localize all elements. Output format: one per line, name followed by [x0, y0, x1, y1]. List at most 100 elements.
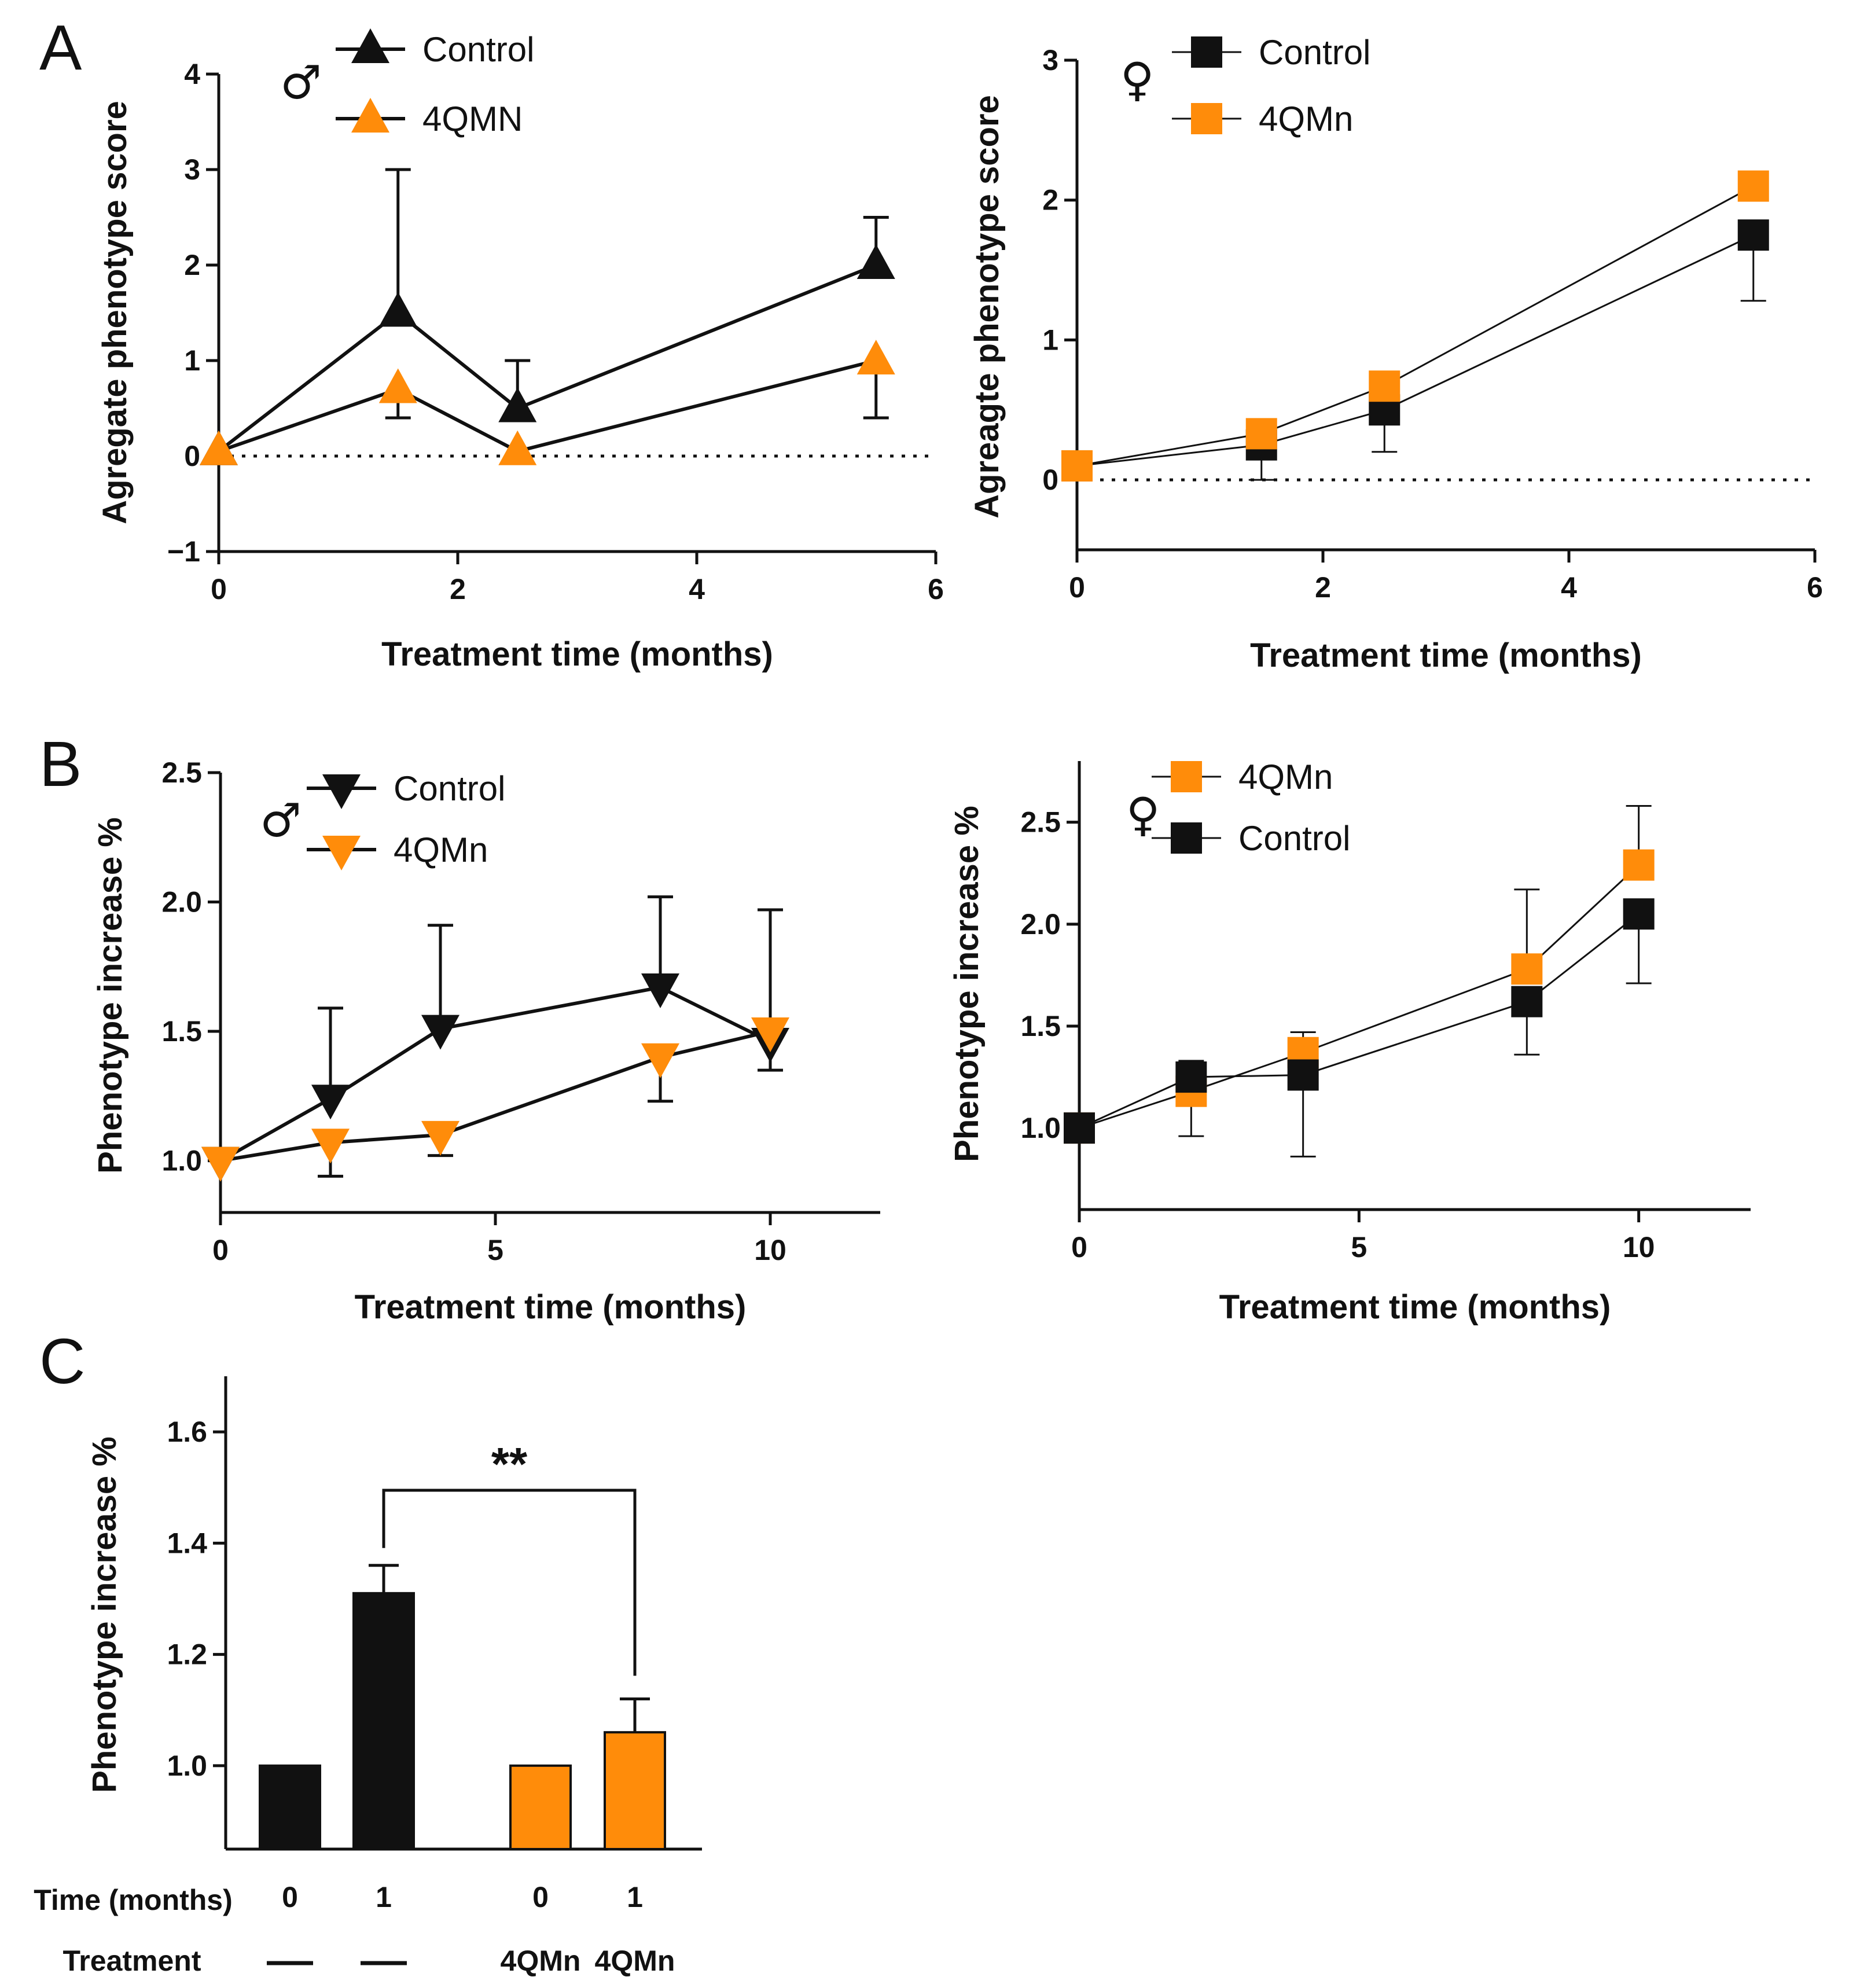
y-tick-label: 1.5 — [1020, 1010, 1061, 1042]
x-tick-label: 6 — [928, 573, 944, 605]
data-point — [1245, 418, 1277, 450]
x-tick-label: 2 — [450, 573, 466, 605]
legend-item-control: Control — [307, 769, 505, 809]
y-tick-label: 2.0 — [1020, 908, 1061, 940]
data-point — [1737, 170, 1769, 202]
legend-label: Control — [422, 30, 534, 69]
x-tick-label: 0 — [211, 573, 227, 605]
series-line — [219, 985, 771, 1163]
x-tick-label: 0 — [212, 1234, 229, 1266]
sex-symbol: ♀ — [1120, 53, 1155, 106]
y-tick-label: 1.2 — [167, 1638, 207, 1671]
legend-label: 4QMn — [1259, 100, 1353, 138]
chart-A_female: 0 1 2 3 0 2 4 6 Treatment time (months) Agreagte … — [968, 33, 1823, 674]
panel-label-b: B — [39, 729, 82, 800]
x-axis-label: Treatment time (months) — [1219, 1288, 1611, 1326]
treatment-label: 4QMn — [501, 1945, 581, 1977]
y-tick-label: 4 — [184, 58, 200, 90]
legend-label: 4QMn — [394, 831, 488, 869]
data-point — [421, 1120, 460, 1156]
x-tick-label: 5 — [487, 1234, 503, 1266]
chart-C: 1.0 1.2 1.4 1.6 Phenotype increase % 0 — 1 — 0 4QM… — [34, 1376, 702, 1977]
y-tick-label: 3 — [1042, 44, 1058, 76]
y-tick-label: 0 — [184, 440, 200, 472]
y-axis-label: Agregate phenotype score — [96, 101, 134, 524]
y-tick-label: 2.0 — [161, 886, 202, 918]
legend-label: Control — [1259, 33, 1370, 72]
data-point — [421, 1015, 460, 1050]
data-point — [311, 1085, 350, 1120]
x-tick-label: 4 — [1561, 571, 1577, 604]
x-axis-label: Treatment time (months) — [355, 1288, 747, 1326]
y-tick-label: 1.5 — [161, 1015, 202, 1048]
data-point — [857, 340, 895, 374]
legend-marker — [351, 98, 389, 133]
y-tick-label: 1 — [184, 344, 200, 377]
data-point — [378, 368, 417, 403]
legend-marker — [322, 836, 361, 870]
bar — [509, 1764, 572, 1850]
treatment-label: 4QMn — [595, 1945, 675, 1977]
y-axis-label: Phenotype increase % — [948, 806, 986, 1162]
data-point — [641, 973, 679, 1009]
x-tick-label: 10 — [1623, 1231, 1655, 1263]
panel-label-c: C — [39, 1326, 85, 1397]
time-label: 0 — [282, 1881, 298, 1913]
sex-symbol: ♂ — [260, 793, 302, 847]
bar — [259, 1764, 321, 1850]
chart-layer: −1 0 1 2 3 4 0 2 4 6 Treatment time (months) Agrega… — [34, 28, 1823, 1977]
y-tick-label: 1.4 — [167, 1527, 207, 1559]
data-point — [498, 387, 537, 422]
series-4qmn — [200, 340, 895, 465]
data-point — [751, 1017, 789, 1053]
y-tick-label: 0 — [1042, 464, 1058, 496]
data-point — [1511, 953, 1543, 985]
row-label-treatment: Treatment — [63, 1945, 201, 1977]
legend-item-4qmn: 4QMn — [1152, 758, 1333, 796]
y-axis-label: Agreagte phenotype score — [968, 95, 1006, 519]
chart-B_female: 1.0 1.5 2.0 2.5 0 5 10 Treatment time (months) P… — [948, 758, 1751, 1326]
legend-item-control: Control — [1152, 819, 1350, 858]
data-point — [1511, 986, 1543, 1017]
data-point — [498, 430, 537, 465]
series-line — [1079, 913, 1640, 1129]
y-tick-label: −1 — [167, 535, 200, 568]
data-point — [378, 292, 417, 327]
data-point — [641, 1043, 679, 1078]
series-line — [1079, 864, 1640, 1129]
legend-marker — [1171, 822, 1202, 854]
legend-marker — [322, 774, 361, 809]
y-tick-label: 2 — [1042, 184, 1058, 216]
legend-label: 4QMN — [422, 100, 523, 138]
x-tick-label: 0 — [1071, 1231, 1087, 1263]
legend-item-4qmn: 4QMn — [1172, 100, 1353, 138]
series-control — [1064, 898, 1655, 1157]
chart-A_male: −1 0 1 2 3 4 0 2 4 6 Treatment time (months) Agrega… — [96, 28, 944, 673]
x-tick-label: 0 — [1069, 571, 1085, 604]
y-axis-label: Phenotype increase % — [86, 1436, 123, 1793]
treatment-label: — — [275, 1945, 304, 1977]
y-tick-label: 1.0 — [161, 1145, 202, 1177]
sex-symbol: ♀ — [1126, 788, 1160, 841]
series-4qmn — [1064, 805, 1655, 1144]
legend-marker — [1171, 761, 1202, 792]
significance-bracket — [382, 1489, 637, 1676]
data-point — [1623, 849, 1655, 881]
y-tick-label: 2.5 — [1020, 806, 1061, 839]
data-point — [1623, 898, 1655, 930]
data-point — [1369, 370, 1400, 402]
x-tick-label: 4 — [689, 573, 705, 605]
data-point — [1064, 1112, 1095, 1144]
row-label-time: Time (months) — [34, 1884, 233, 1916]
y-tick-label: 2 — [184, 249, 200, 281]
y-tick-label: 1.0 — [1020, 1112, 1061, 1144]
y-tick-label: 3 — [184, 153, 200, 186]
time-label: 0 — [532, 1881, 549, 1913]
x-axis-label: Treatment time (months) — [381, 635, 773, 673]
legend-marker — [1191, 103, 1222, 134]
legend-item-control: Control — [1172, 33, 1370, 72]
x-tick-label: 6 — [1807, 571, 1823, 604]
x-tick-label: 5 — [1351, 1231, 1367, 1263]
x-tick-label: 2 — [1315, 571, 1331, 604]
y-tick-label: 2.5 — [161, 756, 202, 789]
